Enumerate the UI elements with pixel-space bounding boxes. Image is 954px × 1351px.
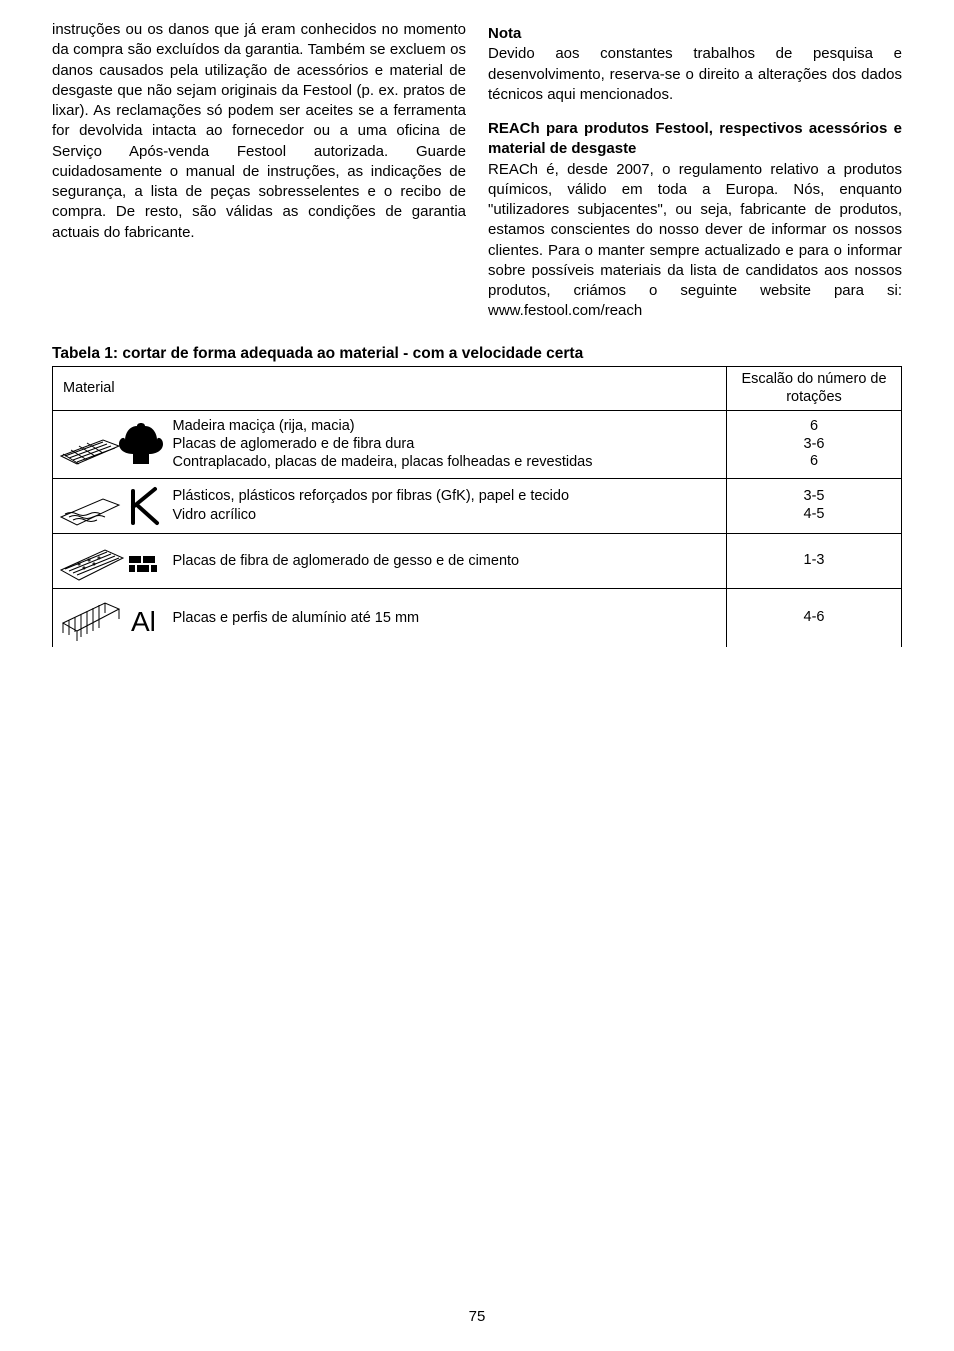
rot-cell: 1-3	[727, 533, 902, 588]
icon-wood-tree	[53, 411, 173, 478]
desc-line: Madeira maciça (rija, macia)	[173, 418, 355, 434]
rot-cell: 4-6	[727, 588, 902, 647]
nota-heading: Nota	[488, 24, 902, 44]
rot-line: 3-5	[804, 488, 825, 504]
materials-table: Material Escalão do número de rotações	[52, 366, 902, 647]
header-material: Material	[53, 367, 173, 411]
icon-aluminium: Al	[53, 588, 173, 647]
table-row: Madeira maciça (rija, macia) Placas de a…	[53, 411, 902, 478]
desc-line: Placas de fibra de aglomerado de gesso e…	[173, 553, 520, 569]
desc-cell: Madeira maciça (rija, macia) Placas de a…	[173, 411, 727, 478]
reach-url: www.festool.com/reach	[488, 302, 642, 319]
rot-cell: 6 3-6 6	[727, 411, 902, 478]
reach-body: REACh é, desde 2007, o regulamento relat…	[488, 160, 902, 322]
desc-line: Vidro acrílico	[173, 507, 257, 523]
table-row: Placas de fibra de aglomerado de gesso e…	[53, 533, 902, 588]
nota-body: Devido aos constantes trabalhos de pesqu…	[488, 44, 902, 105]
table-row: Plásticos, plásticos reforçados por fibr…	[53, 478, 902, 533]
desc-cell: Placas de fibra de aglomerado de gesso e…	[173, 533, 727, 588]
rot-line: 6	[810, 453, 818, 469]
table-title: Tabela 1: cortar de forma adequada ao ma…	[52, 344, 902, 365]
icon-fiber-brick	[53, 533, 173, 588]
rot-line: 4-6	[804, 609, 825, 625]
desc-line: Placas e perfis de alumínio até 15 mm	[173, 610, 420, 626]
desc-cell: Placas e perfis de alumínio até 15 mm	[173, 588, 727, 647]
page-number: 75	[0, 1307, 954, 1327]
right-column: Nota Devido aos constantes trabalhos de …	[488, 20, 902, 322]
header-rotations: Escalão do número de rotações	[727, 367, 902, 411]
svg-text:Al: Al	[131, 606, 156, 637]
table-header-row: Material Escalão do número de rotações	[53, 367, 902, 411]
rot-cell: 3-5 4-5	[727, 478, 902, 533]
left-column: instruções ou os danos que já eram conhe…	[52, 20, 466, 322]
desc-cell: Plásticos, plásticos reforçados por fibr…	[173, 478, 727, 533]
left-paragraph: instruções ou os danos que já eram conhe…	[52, 20, 466, 243]
header-desc-spacer	[173, 367, 727, 411]
reach-body-text: REACh é, desde 2007, o regulamento relat…	[488, 161, 902, 300]
rot-line: 3-6	[804, 436, 825, 452]
table-row: Al Placas e perfis de alumínio até 15 mm…	[53, 588, 902, 647]
icon-plastic-k	[53, 478, 173, 533]
rot-line: 1-3	[804, 552, 825, 568]
desc-line: Placas de aglomerado e de fibra dura	[173, 436, 415, 452]
reach-heading: REACh para produtos Festool, respectivos…	[488, 119, 902, 160]
desc-line: Plásticos, plásticos reforçados por fibr…	[173, 488, 570, 504]
two-column-body: instruções ou os danos que já eram conhe…	[52, 20, 902, 322]
rot-line: 4-5	[804, 506, 825, 522]
desc-line: Contraplacado, placas de madeira, placas…	[173, 454, 593, 470]
rot-line: 6	[810, 418, 818, 434]
